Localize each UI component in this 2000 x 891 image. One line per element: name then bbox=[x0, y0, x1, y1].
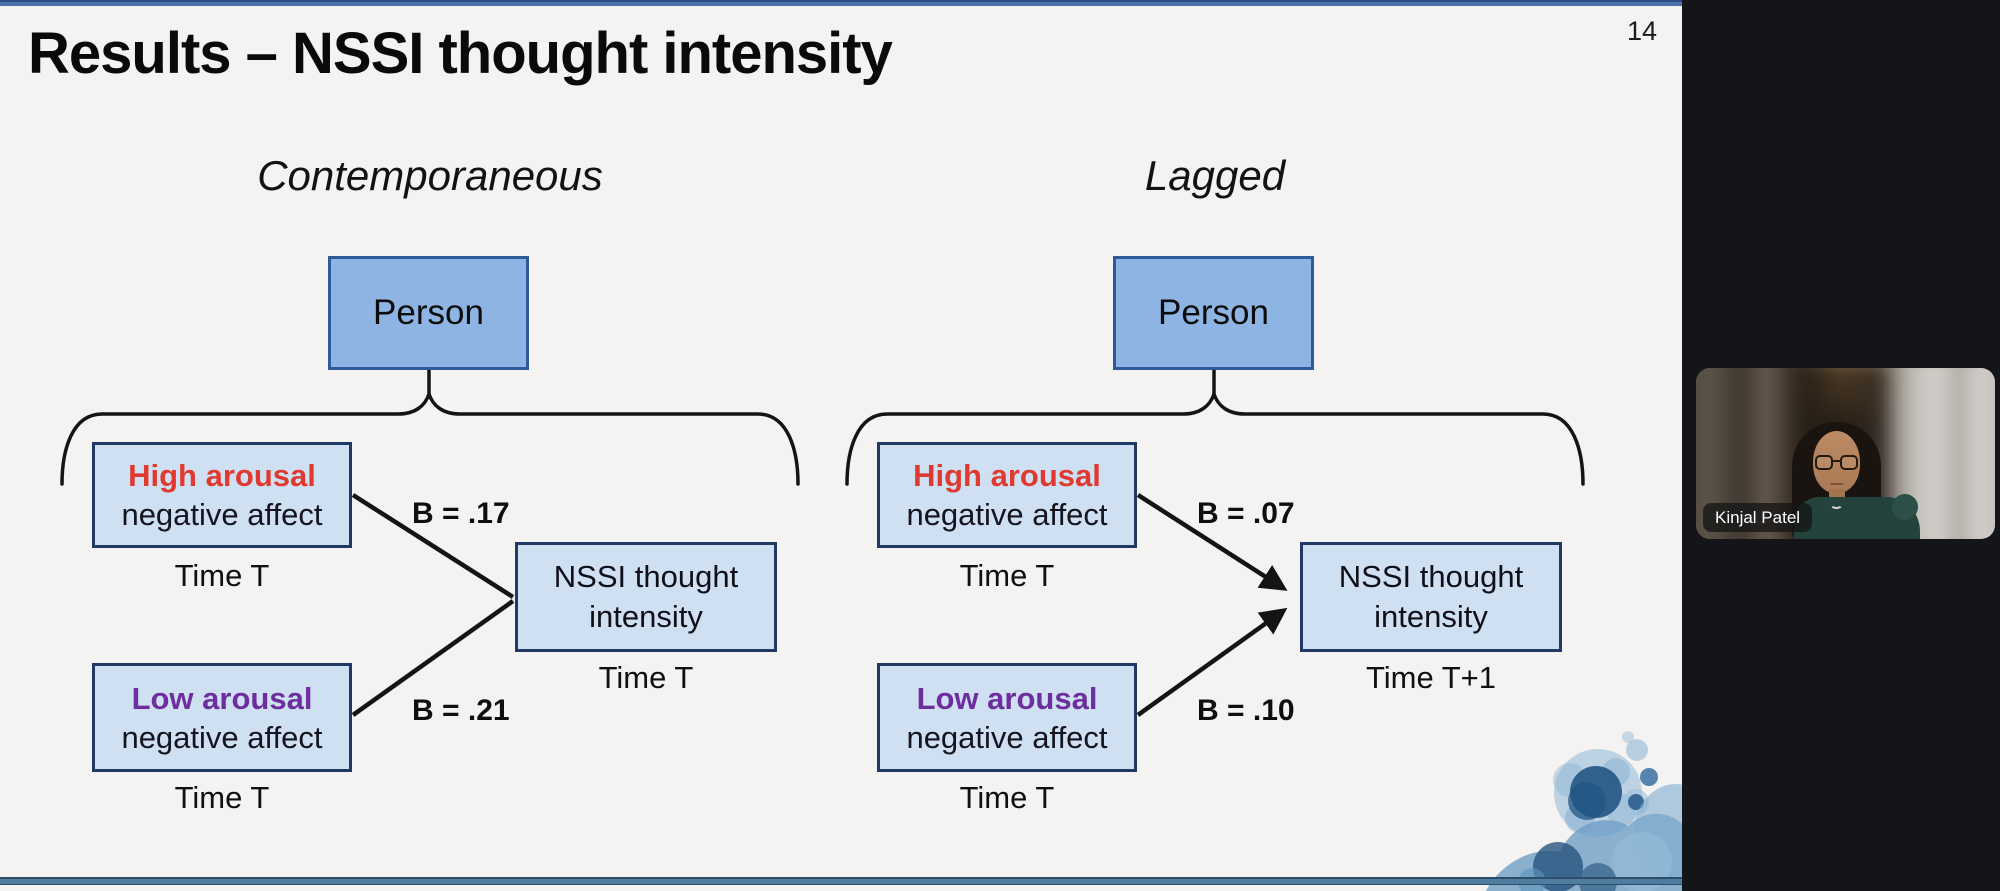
slide-title: Results – NSSI thought intensity bbox=[28, 21, 893, 86]
participant-face bbox=[1813, 431, 1860, 493]
predictor-box-low-arousal: Low arousal negative affect bbox=[877, 663, 1137, 772]
path-high-to-outcome bbox=[351, 493, 515, 599]
diagram-header: Contemporaneous bbox=[257, 152, 603, 199]
predictor-box-low-arousal: Low arousal negative affect bbox=[92, 663, 352, 772]
person-box: Person bbox=[328, 256, 529, 370]
time-label: Time T bbox=[174, 780, 270, 815]
participant-name: Kinjal Patel bbox=[1715, 508, 1801, 527]
diagram-lagged: Lagged Person High arousal negative affe… bbox=[785, 0, 1682, 891]
participant-video-thumbnail[interactable]: Kinjal Patel bbox=[1696, 368, 1995, 539]
time-label: Time T bbox=[174, 558, 270, 593]
participant-glasses bbox=[1814, 455, 1860, 471]
predictor-subtitle: negative affect bbox=[121, 497, 323, 532]
outcome-name-line1: NSSI thought bbox=[553, 559, 739, 594]
predictor-subtitle: negative affect bbox=[906, 719, 1108, 755]
time-label: Time T bbox=[598, 660, 694, 695]
predictor-name: Low arousal bbox=[131, 680, 313, 716]
person-label: Person bbox=[373, 293, 484, 332]
arrow-high-to-outcome bbox=[1136, 493, 1288, 591]
coefficient-label-high: B = .07 bbox=[1197, 497, 1295, 530]
diagram-contemporaneous: Contemporaneous Person High arousal nega… bbox=[0, 0, 900, 891]
participant-sleeve-ruffle bbox=[1892, 494, 1918, 520]
watercolor-splatter-decoration bbox=[1486, 731, 1682, 891]
outcome-box-nssi: NSSI thought intensity bbox=[1300, 542, 1562, 652]
shared-slide: 14 Results – NSSI thought intensity Cont… bbox=[0, 0, 1682, 891]
arrow-low-to-outcome bbox=[1136, 607, 1288, 717]
slide-page-number: 14 bbox=[1626, 16, 1658, 46]
predictor-name: High arousal bbox=[128, 458, 316, 493]
brace bbox=[845, 388, 1585, 486]
time-label: Time T bbox=[959, 780, 1055, 815]
time-label: Time T bbox=[959, 558, 1055, 593]
predictor-subtitle: negative affect bbox=[121, 719, 323, 755]
person-label: Person bbox=[1158, 293, 1269, 332]
outcome-name-line2: intensity bbox=[1374, 599, 1488, 634]
outcome-box-nssi: NSSI thought intensity bbox=[515, 542, 777, 652]
video-wall-edge bbox=[1951, 368, 1968, 539]
predictor-name: Low arousal bbox=[916, 680, 1098, 716]
coefficient-label-high: B = .17 bbox=[412, 497, 510, 530]
diagram-connectors bbox=[60, 370, 800, 717]
participant-name-tag: Kinjal Patel bbox=[1703, 503, 1813, 532]
slide-bottom-accent bbox=[0, 877, 1682, 885]
path-low-to-outcome bbox=[351, 599, 515, 717]
diagram-header: Lagged bbox=[1144, 152, 1286, 199]
coefficient-label-low: B = .10 bbox=[1197, 694, 1295, 727]
outcome-name-line2: intensity bbox=[589, 599, 703, 634]
brace bbox=[60, 388, 800, 486]
predictor-box-high-arousal: High arousal negative affect bbox=[877, 442, 1137, 548]
glasses-lens-left bbox=[1815, 455, 1833, 470]
slide-top-accent bbox=[0, 0, 1682, 6]
person-box: Person bbox=[1113, 256, 1314, 370]
diagram-connectors bbox=[845, 370, 1585, 717]
participant-video-panel: Kinjal Patel bbox=[1682, 0, 2000, 891]
time-label: Time T+1 bbox=[1365, 660, 1497, 695]
participant-necklace bbox=[1830, 500, 1843, 509]
coefficient-label-low: B = .21 bbox=[412, 694, 510, 727]
predictor-subtitle: negative affect bbox=[906, 497, 1108, 532]
predictor-name: High arousal bbox=[913, 458, 1101, 493]
participant-mouth bbox=[1830, 483, 1843, 485]
glasses-bridge bbox=[1832, 460, 1841, 462]
glasses-lens-right bbox=[1840, 455, 1858, 470]
outcome-name-line1: NSSI thought bbox=[1338, 559, 1524, 594]
predictor-box-high-arousal: High arousal negative affect bbox=[92, 442, 352, 548]
